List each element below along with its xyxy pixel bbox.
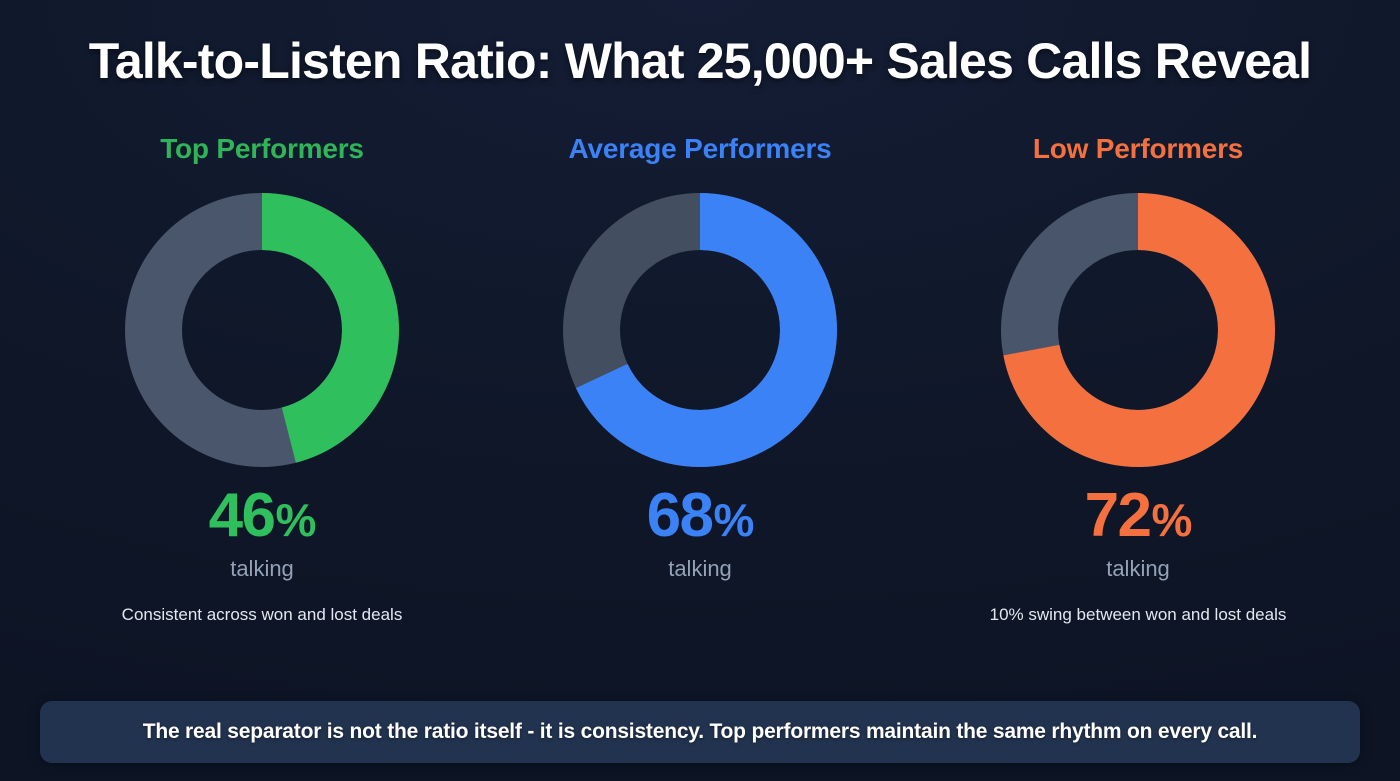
- performer-column-top: Top Performers 46 % talking Consistent a…: [62, 133, 462, 624]
- donut-svg-top: [125, 193, 399, 467]
- stat-percent-symbol-top: %: [275, 494, 317, 546]
- stat-sublabel-average: talking: [668, 556, 732, 581]
- stat-average: 68 %: [646, 481, 755, 550]
- column-note-top: Consistent across won and lost deals: [121, 605, 403, 624]
- stat-value-low: 72: [1084, 481, 1152, 550]
- donut-chart-top: [124, 192, 400, 468]
- stat-sublabel-top: talking: [230, 556, 294, 581]
- title-section: Talk-to-Listen Ratio: What 25,000+ Sales…: [40, 26, 1360, 89]
- performer-columns: Top Performers 46 % talking Consistent a…: [40, 133, 1360, 624]
- column-heading-average: Average Performers: [568, 133, 832, 164]
- stat-value-top: 46: [208, 481, 276, 550]
- donut-chart-low: [1000, 192, 1276, 468]
- insight-banner-text: The real separator is not the ratio itse…: [142, 720, 1258, 743]
- donut-svg-low: [1001, 193, 1275, 467]
- donut-chart-average: [562, 192, 838, 468]
- column-note-low: 10% swing between won and lost deals: [989, 605, 1287, 624]
- donut-svg-average: [563, 193, 837, 467]
- insight-banner: The real separator is not the ratio itse…: [40, 701, 1360, 763]
- stat-percent-symbol-low: %: [1151, 494, 1193, 546]
- donut-value-arc-average: [563, 193, 837, 467]
- stat-value-average: 68: [646, 481, 714, 550]
- stat-top: 46 %: [208, 481, 317, 550]
- column-heading-top: Top Performers: [160, 133, 364, 164]
- stat-sublabel-low: talking: [1106, 556, 1170, 581]
- donut-value-arc-top: [125, 193, 399, 467]
- donut-value-arc-low: [1001, 193, 1275, 467]
- stat-low: 72 %: [1084, 481, 1193, 550]
- column-heading-low: Low Performers: [1032, 133, 1244, 164]
- stat-percent-symbol-average: %: [713, 494, 755, 546]
- performer-column-average: Average Performers 68 % talking: [500, 135, 900, 623]
- performer-column-low: Low Performers 72 % talking 10% swing be…: [938, 133, 1338, 624]
- page-title: Talk-to-Listen Ratio: What 25,000+ Sales…: [88, 33, 1312, 89]
